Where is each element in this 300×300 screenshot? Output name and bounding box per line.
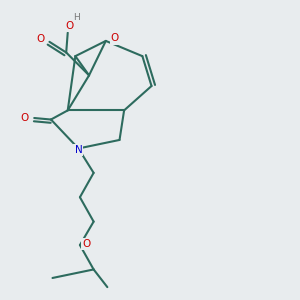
- Text: N: N: [74, 145, 82, 155]
- Text: O: O: [111, 34, 119, 44]
- Text: H: H: [74, 13, 80, 22]
- Text: O: O: [65, 21, 74, 31]
- Text: O: O: [36, 34, 44, 44]
- Text: O: O: [20, 113, 28, 123]
- Text: O: O: [82, 238, 90, 248]
